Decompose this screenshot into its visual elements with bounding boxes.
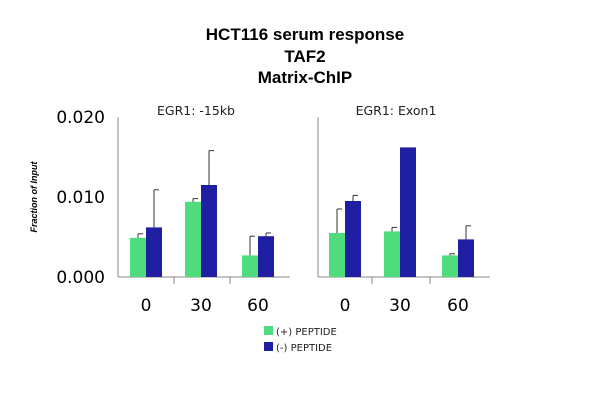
title-line-3: Matrix-ChIP	[258, 68, 352, 87]
panel-1: EGR1: -15kb 0 30 60	[117, 103, 290, 316]
chart-panels: EGR1: -15kb 0 30 60 EGR1: Exon1 0 30 60	[117, 103, 490, 316]
bar	[400, 147, 416, 277]
y-tick-label: 0.000	[56, 268, 105, 288]
bar	[185, 201, 201, 277]
title-line-1: HCT116 serum response	[206, 25, 404, 44]
panel-title: EGR1: Exon1	[356, 103, 437, 118]
bar	[458, 239, 474, 277]
x-tick-label: 60	[447, 296, 469, 316]
y-axis-label: Fraction of Input	[29, 161, 39, 233]
x-tick-label: 0	[141, 296, 152, 316]
x-tick-label: 60	[247, 296, 269, 316]
x-tick-label: 0	[340, 296, 351, 316]
legend-label: (+) PEPTIDE	[276, 327, 337, 338]
bar	[242, 255, 258, 277]
legend-label: (-) PEPTIDE	[276, 343, 332, 354]
bar	[201, 185, 217, 277]
y-tick-label: 0.010	[56, 188, 105, 208]
chart-title: HCT116 serum response TAF2 Matrix-ChIP	[206, 25, 404, 87]
bar	[329, 233, 345, 277]
panel-title: EGR1: -15kb	[157, 103, 235, 118]
bar	[345, 201, 361, 277]
panel-2: EGR1: Exon1 0 30 60	[317, 103, 490, 316]
legend-swatch	[264, 326, 273, 335]
bar	[442, 255, 458, 277]
y-tick-labels: 0.020 0.010 0.000	[56, 108, 105, 288]
y-tick-label: 0.020	[56, 108, 105, 128]
x-tick-label: 30	[190, 296, 212, 316]
title-line-2: TAF2	[284, 47, 325, 66]
legend: (+) PEPTIDE (-) PEPTIDE	[264, 326, 337, 354]
bar	[384, 231, 400, 277]
bar	[130, 237, 146, 277]
legend-swatch	[264, 342, 273, 351]
x-tick-label: 30	[389, 296, 411, 316]
bar	[146, 227, 162, 277]
bar	[258, 236, 274, 277]
